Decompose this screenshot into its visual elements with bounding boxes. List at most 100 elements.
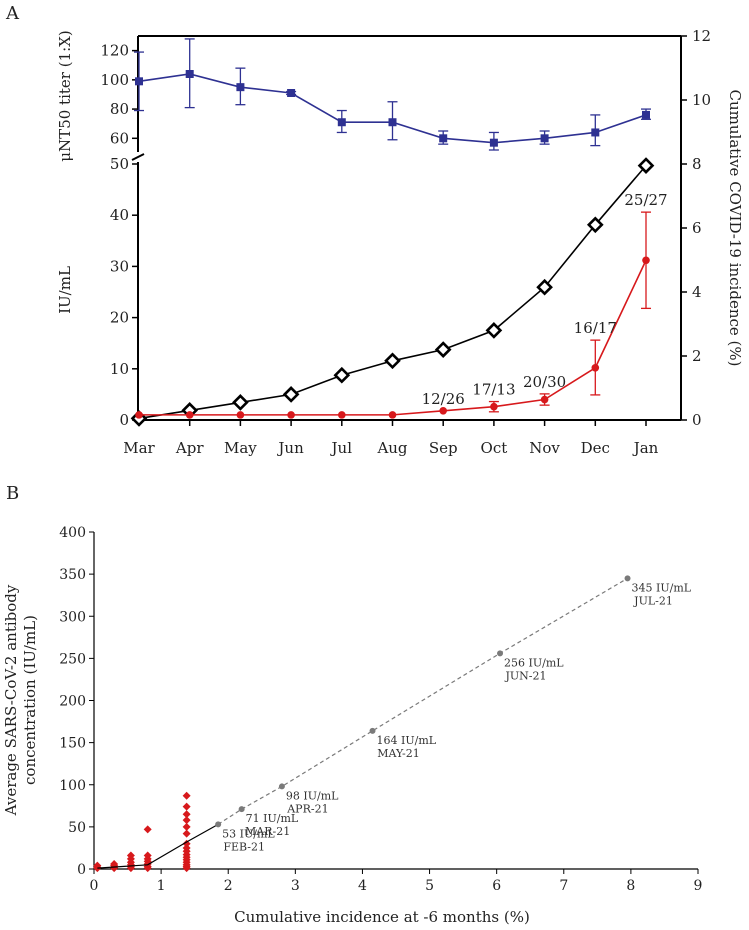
iu-point [591, 363, 600, 372]
titer-point [642, 110, 650, 119]
panel-b-y-axis-title-line2: concentration (IU/mL) [21, 615, 39, 785]
panel-b-x-tick-label: 4 [358, 878, 367, 894]
projection-value-label: 256 IU/mL [504, 656, 564, 669]
panel-a-ratio-annotation: 17/13 [472, 381, 515, 399]
projection-point [238, 806, 245, 813]
panel-a-month-label: Apr [175, 439, 204, 457]
incidence-point [384, 352, 401, 370]
panel-a-incidence-tick-label: 8 [692, 155, 702, 173]
titer-point [287, 89, 296, 97]
panel-a-month-label: Jan [632, 439, 659, 457]
panel-a-month-label: Dec [581, 439, 610, 457]
panel-b-y-tick-label: 250 [59, 651, 86, 667]
panel-a-ratio-annotation: 20/30 [523, 373, 566, 391]
panel-b-y-tick-label: 150 [59, 736, 86, 752]
panel-a-incidence-tick-label: 0 [692, 411, 702, 429]
titer-point [337, 118, 346, 127]
iu-point [642, 256, 650, 265]
projection-point [278, 783, 285, 790]
panel-a-month-label: Jun [276, 439, 304, 457]
incidence-point [586, 216, 604, 234]
projection-value-label: 345 IU/mL [632, 581, 692, 594]
incidence-point [333, 366, 351, 384]
titer-point [388, 118, 397, 127]
panel-a-month-label: Nov [529, 439, 560, 457]
projection-line [217, 577, 628, 825]
panel-b-y-tick-label: 300 [59, 609, 86, 625]
panel-a-ratio-annotation: 12/26 [422, 390, 465, 408]
panel-b-label: B [6, 483, 19, 504]
observed-point [182, 816, 191, 825]
incidence-point [637, 157, 655, 174]
panel-a-month-label: Aug [376, 439, 407, 457]
panel-a-titer-axis-title: μNT50 titer (1:X) [56, 30, 74, 161]
panel-a-incidence-tick-label: 4 [692, 283, 702, 301]
panel-a-iu-tick-label: 30 [110, 257, 129, 275]
panel-a-titer-tick-label: 60 [110, 129, 129, 147]
projection-point [624, 575, 631, 582]
projection-value-label: 71 IU/mL [246, 812, 299, 825]
observed-point [182, 802, 191, 811]
projection-point [369, 727, 376, 734]
panel-a-label: A [5, 3, 20, 24]
panel-a-incidence-tick-label: 2 [692, 347, 702, 365]
iu-line [139, 259, 647, 416]
observed-point [110, 859, 119, 868]
projection-value-label: 98 IU/mL [286, 789, 339, 802]
titer-point [540, 134, 549, 143]
panel-a-titer-tick-label: 100 [100, 71, 129, 89]
iu-point [388, 411, 397, 419]
panel-a-incidence-tick-label: 10 [692, 91, 711, 109]
iu-point [490, 402, 498, 411]
iu-point [338, 411, 346, 419]
panel-b-x-tick-label: 6 [492, 878, 501, 894]
panel-a-ratio-annotation: 25/27 [624, 191, 667, 209]
observed-point [143, 851, 152, 860]
panel-b-y-tick-label: 200 [59, 694, 86, 710]
panel-a-ratio-annotation: 16/17 [574, 319, 617, 337]
projection-date-label: APR-21 [286, 802, 328, 815]
projection-date-label: MAR-21 [245, 825, 290, 838]
panel-a-iu-tick-label: 20 [110, 309, 129, 327]
projection-date-label: JUN-21 [505, 669, 547, 682]
panel-a-month-label: Mar [123, 439, 155, 457]
iu-point [287, 411, 295, 419]
iu-point [135, 411, 143, 419]
incidence-point [434, 341, 452, 358]
panel-a-month-label: Oct [481, 439, 508, 457]
panel-b-y-tick-label: 400 [59, 525, 86, 541]
titer-point [236, 83, 245, 92]
projection-point [497, 650, 504, 657]
panel-b-x-tick-label: 8 [626, 878, 635, 894]
titer-point [591, 128, 600, 137]
incidence-point [536, 278, 553, 296]
iu-point [540, 395, 549, 404]
panel-b-x-tick-label: 1 [157, 878, 166, 894]
panel-a-axis-break-mark [131, 153, 145, 161]
panel-a-titer-tick-label: 80 [110, 100, 129, 118]
observed-point [182, 810, 191, 819]
panel-a-month-label: May [224, 439, 257, 457]
titer-point [439, 134, 448, 143]
observed-point [182, 829, 191, 838]
observed-point [182, 839, 191, 848]
iu-point [236, 411, 245, 419]
incidence-line [138, 165, 647, 420]
iu-point [439, 406, 448, 415]
panel-b-y-tick-label: 100 [59, 778, 86, 794]
panel-b-y-tick-label: 350 [59, 567, 86, 583]
panel-a-incidence-tick-label: 6 [692, 219, 702, 237]
panel-a-incidence-tick-label: 12 [692, 27, 711, 45]
projection-date-label: JUL-21 [633, 594, 673, 607]
panel-b-x-tick-label: 3 [291, 878, 300, 894]
panel-a-month-label: Sep [429, 439, 458, 457]
projection-value-label: 53 IU/mL [222, 827, 275, 840]
panel-b-x-tick-label: 0 [90, 878, 99, 894]
observed-point [182, 791, 191, 800]
panel-a-iu-tick-label: 10 [110, 360, 129, 378]
observed-point [182, 822, 191, 831]
projection-date-label: MAY-21 [377, 747, 420, 760]
panel-a-iu-tick-label: 50 [110, 155, 129, 173]
observed-point [182, 843, 191, 852]
